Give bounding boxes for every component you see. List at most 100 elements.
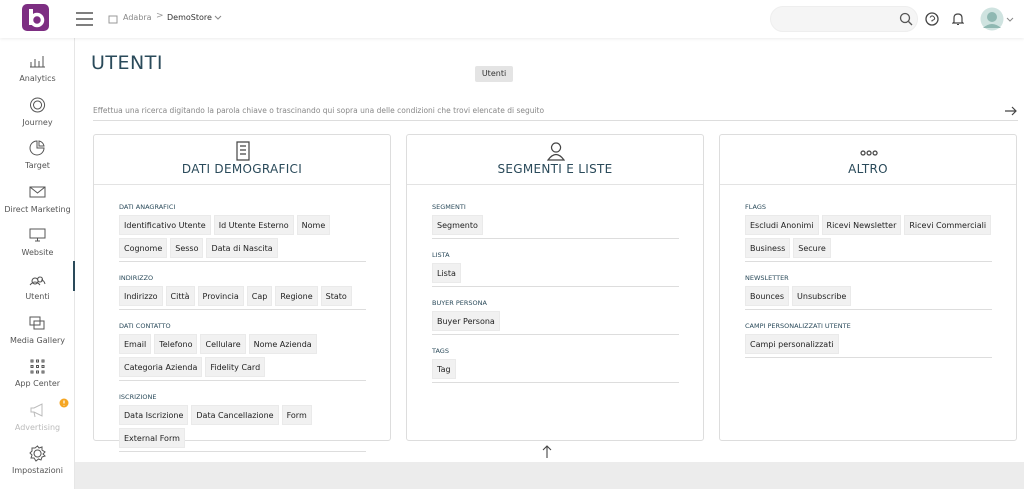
field-chip[interactable]: Email [119,334,152,354]
card-icon [860,150,878,156]
sidebar-item[interactable]: Media Gallery [0,311,75,351]
card-header: ALTRO [720,135,1016,185]
field-chip[interactable]: Provincia [197,286,244,306]
sidebar-item[interactable]: Direct Marketing [0,180,75,220]
field-chip[interactable]: Identificativo Utente [119,215,211,235]
sidebar-icon [29,445,46,463]
sidebar-item[interactable]: Utenti [0,261,75,307]
sidebar-item[interactable]: App Center [0,354,75,394]
sidebar-item[interactable]: Impostazioni [0,441,75,481]
icon-shape [860,150,878,156]
field-chip[interactable]: Campi personalizzati [745,334,839,354]
sidebar-label[interactable]: Target [25,161,50,171]
group-label: TAGS [432,347,449,355]
icon-shape [29,228,46,242]
field-chip[interactable]: Form [281,405,312,425]
field-chip[interactable]: Segmento [432,215,483,235]
field-chip[interactable]: Ricevi Newsletter [821,215,902,235]
field-chip[interactable]: Ricevi Commerciali [904,215,992,235]
field-chip[interactable]: Cap [246,286,273,306]
field-chip[interactable]: Cognome [119,238,168,258]
chip-list: Tag [432,359,679,379]
field-chip[interactable]: Data di Nascita [206,238,278,258]
help-icon[interactable] [925,12,939,26]
search-icon[interactable] [899,12,913,26]
top-bar: Adabra > DemoStore [0,0,1024,38]
sidebar-item[interactable]: Journey [0,93,75,133]
sidebar-label[interactable]: Utenti [25,292,50,301]
avatar-caret[interactable] [1006,17,1014,23]
sidebar-label[interactable]: Journey [22,117,53,127]
sidebar-item[interactable]: Website [0,223,75,263]
field-chip[interactable]: Cellulare [200,334,246,354]
card-header: SEGMENTI E LISTE [407,135,703,185]
notifications-icon[interactable] [952,12,964,26]
group-label: DATI ANAGRAFICI [119,203,176,211]
field-chip[interactable]: External Form [119,428,185,448]
field-chip[interactable]: Data Iscrizione [119,405,189,425]
card-title: ALTRO [848,162,888,176]
field-chip[interactable]: Id Utente Esterno [213,215,294,235]
field-chip[interactable]: Nome [296,215,331,235]
icon-shape [29,316,45,330]
breadcrumb-current[interactable]: DemoStore [167,13,212,22]
icon-shape [547,142,565,161]
sidebar: Analytics Journey Target Direct Marketing We… [0,38,75,489]
field-chip[interactable]: Sesso [170,238,204,258]
field-chip[interactable]: Tag [432,359,456,379]
sidebar-icon [29,276,46,286]
card-icon [547,142,565,161]
sidebar-label[interactable]: Analytics [19,74,56,83]
field-chip[interactable]: Lista [432,263,461,283]
dropdown-caret[interactable] [214,15,222,21]
field-chip[interactable]: Stato [320,286,352,306]
field-chip[interactable]: Escludi Anonimi [745,215,819,235]
field-chip[interactable]: Business [745,238,791,258]
sidebar-label[interactable]: Advertising [14,422,61,432]
field-chip[interactable]: Indirizzo [119,286,163,306]
field-chip[interactable]: Data Cancellazione [191,405,279,425]
field-chip[interactable]: Città [165,286,195,306]
field-group: ISCRIZIONE Data Iscrizione Data Cancellazi… [119,392,366,452]
footer-strip [75,462,1024,489]
field-chip[interactable]: Buyer Persona [432,311,500,331]
scroll-up[interactable] [542,445,552,459]
group-label: ISCRIZIONE [119,393,157,401]
icon-shape [30,402,43,417]
sidebar-item[interactable]: Target [0,136,75,176]
user-avatar[interactable] [980,7,1004,31]
menu-button[interactable] [76,12,94,26]
chip-list: Bounces Unsubscribe [745,286,992,306]
icon-shape [236,141,250,161]
group-label: INDIRIZZO [119,274,154,282]
group-label: CAMPI PERSONALIZZATI UTENTE [745,322,851,330]
field-chip[interactable]: Fidelity Card [205,357,266,377]
field-chip[interactable]: Regione [275,286,318,306]
field-chip[interactable]: Secure [793,238,831,258]
group-label: BUYER PERSONA [432,299,487,307]
field-chip[interactable]: Nome Azienda [248,334,317,354]
search-submit[interactable] [1004,106,1018,116]
sidebar-label[interactable]: Impostazioni [12,466,63,476]
field-group: LISTA Lista [432,250,679,287]
sidebar-item[interactable]: Analytics [0,49,75,89]
sidebar-icon [29,316,45,330]
field-group: NEWSLETTER Bounces Unsubscribe [745,273,992,310]
sidebar-item[interactable]: Advertising [0,398,75,438]
chip-list: Indirizzo Città Provincia Cap Regione Stato [119,286,366,306]
field-chip[interactable]: Unsubscribe [792,286,852,306]
breadcrumb-root[interactable]: Adabra [123,13,152,22]
search-placeholder[interactable]: Effettua una ricerca digitando la parola… [93,106,545,115]
sidebar-label[interactable]: App Center [14,379,61,389]
logo[interactable] [22,4,50,32]
field-chip[interactable]: Telefono [154,334,198,354]
icon-shape [30,56,45,68]
field-chip[interactable]: Bounces [745,286,790,306]
sidebar-label[interactable]: Website [21,248,54,258]
field-chip[interactable]: Categoria Azienda [119,357,203,377]
sidebar-label[interactable]: Media Gallery [9,335,66,345]
search-box[interactable] [770,6,918,32]
sidebar-icon [30,56,45,68]
sidebar-label[interactable]: Direct Marketing [4,204,71,214]
main-content: UTENTI Utenti Effettua una ricerca digit… [75,38,1024,462]
